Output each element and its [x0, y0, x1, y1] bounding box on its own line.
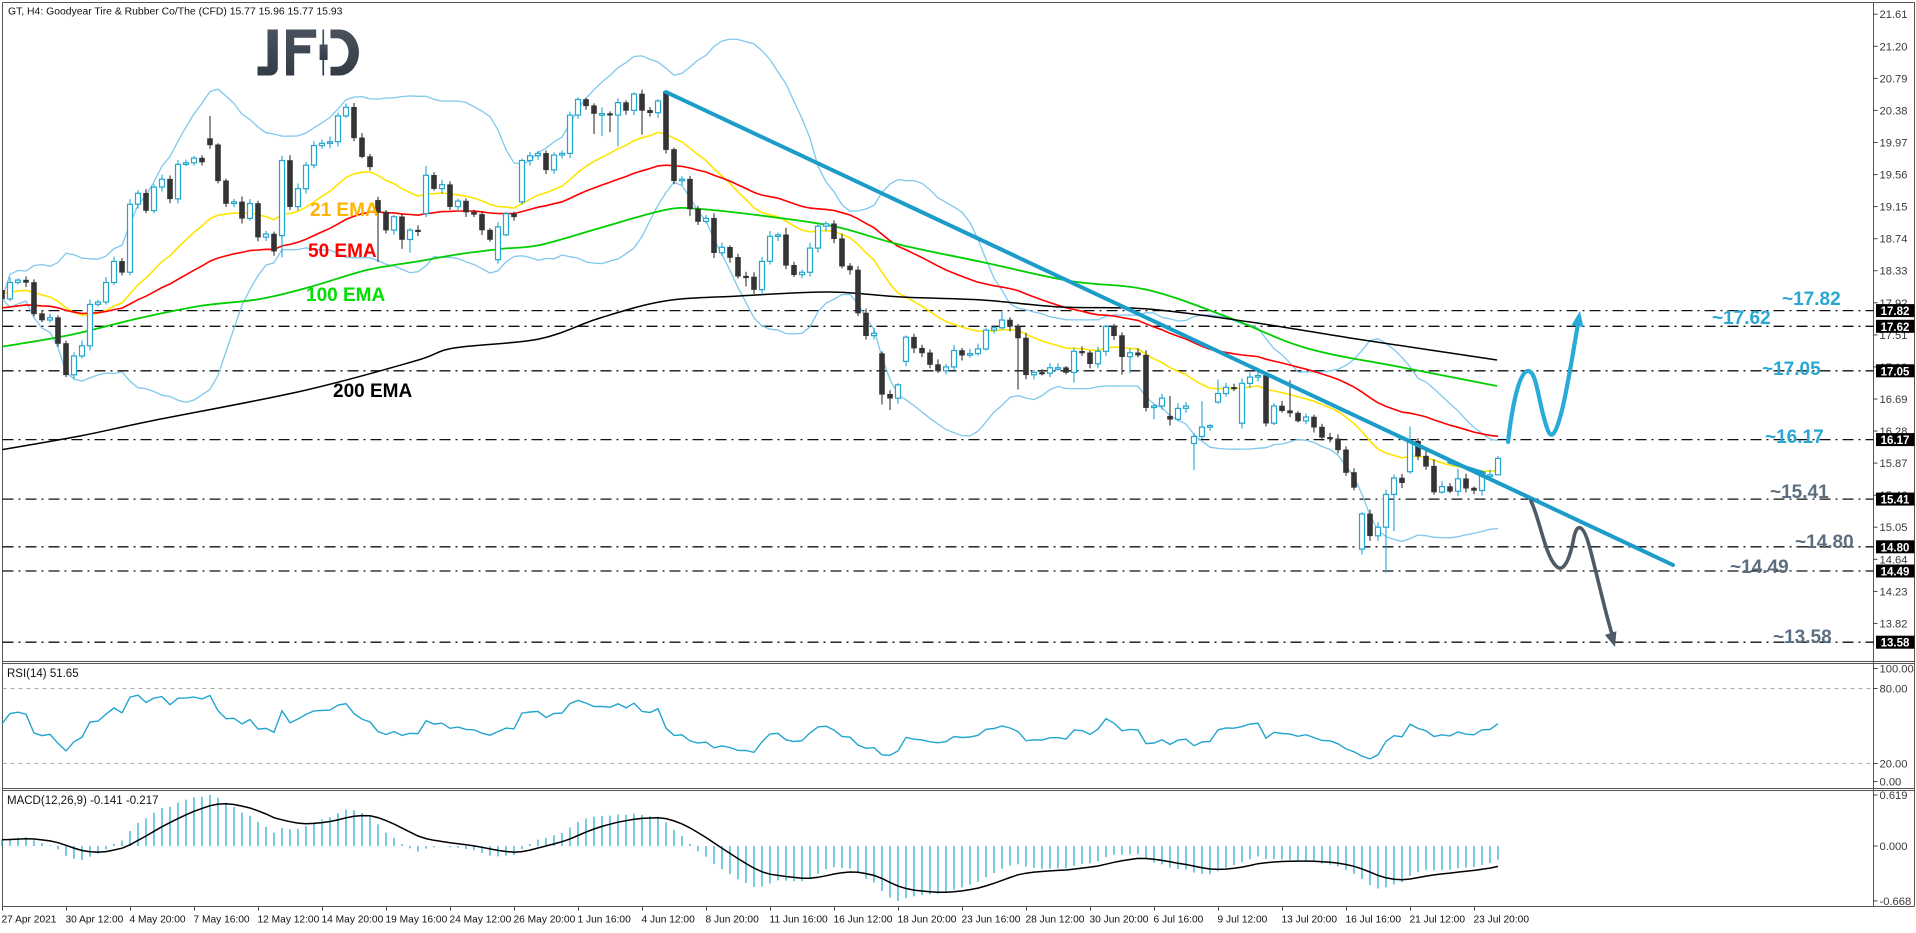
svg-text:13.82: 13.82 [1880, 618, 1908, 630]
svg-text:7 May 16:00: 7 May 16:00 [194, 915, 250, 926]
svg-text:14.23: 14.23 [1880, 586, 1908, 598]
svg-text:26 May 20:00: 26 May 20:00 [514, 915, 576, 926]
svg-text:13.58: 13.58 [1881, 638, 1910, 650]
svg-text:23 Jul 20:00: 23 Jul 20:00 [1474, 915, 1530, 926]
svg-text:16 Jul 16:00: 16 Jul 16:00 [1346, 915, 1402, 926]
svg-text:21.20: 21.20 [1880, 41, 1908, 53]
svg-text:18.74: 18.74 [1880, 234, 1908, 246]
svg-text:20.79: 20.79 [1880, 73, 1908, 85]
svg-text:16 Jun 12:00: 16 Jun 12:00 [834, 915, 893, 926]
svg-text:80.00: 80.00 [1880, 684, 1908, 696]
svg-text:30 Jun 20:00: 30 Jun 20:00 [1090, 915, 1149, 926]
svg-text:~17.82: ~17.82 [1782, 289, 1841, 310]
svg-text:14.49: 14.49 [1881, 567, 1910, 579]
svg-text:27 Apr 2021: 27 Apr 2021 [2, 915, 57, 926]
svg-text:16.69: 16.69 [1880, 394, 1908, 406]
svg-text:4 May 20:00: 4 May 20:00 [130, 915, 186, 926]
svg-text:6 Jul 16:00: 6 Jul 16:00 [1154, 915, 1204, 926]
svg-text:14 May 20:00: 14 May 20:00 [322, 915, 384, 926]
svg-text:0.00: 0.00 [1880, 777, 1902, 789]
svg-text:15.41: 15.41 [1881, 495, 1910, 507]
svg-text:21 Jul 12:00: 21 Jul 12:00 [1410, 915, 1466, 926]
svg-text:17.05: 17.05 [1881, 366, 1910, 378]
svg-text:~14.80: ~14.80 [1795, 532, 1854, 553]
svg-text:21 EMA: 21 EMA [310, 200, 379, 221]
svg-text:20.00: 20.00 [1880, 759, 1908, 771]
svg-text:15.05: 15.05 [1880, 522, 1908, 534]
svg-text:9 Jul 12:00: 9 Jul 12:00 [1218, 915, 1268, 926]
svg-text:21.61: 21.61 [1880, 9, 1908, 21]
svg-text:~13.58: ~13.58 [1773, 627, 1832, 648]
svg-text:~14.49: ~14.49 [1730, 557, 1789, 578]
svg-text:24 May 12:00: 24 May 12:00 [450, 915, 512, 926]
svg-text:~17.62: ~17.62 [1712, 308, 1771, 329]
svg-text:19.97: 19.97 [1880, 138, 1908, 150]
svg-text:200 EMA: 200 EMA [333, 381, 412, 402]
svg-text:0.000: 0.000 [1880, 841, 1908, 853]
svg-text:28 Jun 12:00: 28 Jun 12:00 [1026, 915, 1085, 926]
svg-text:19 May 16:00: 19 May 16:00 [386, 915, 448, 926]
svg-text:16.17: 16.17 [1881, 435, 1910, 447]
svg-text:13 Jul 20:00: 13 Jul 20:00 [1282, 915, 1338, 926]
svg-text:0.619: 0.619 [1880, 790, 1908, 802]
svg-text:100 EMA: 100 EMA [306, 285, 385, 306]
svg-text:~16.17: ~16.17 [1765, 427, 1824, 448]
svg-text:17.62: 17.62 [1881, 322, 1910, 334]
svg-text:-0.668: -0.668 [1880, 896, 1912, 908]
svg-text:12 May 12:00: 12 May 12:00 [258, 915, 320, 926]
svg-text:1 Jun 16:00: 1 Jun 16:00 [578, 915, 632, 926]
svg-text:30 Apr 12:00: 30 Apr 12:00 [66, 915, 124, 926]
svg-text:18 Jun 20:00: 18 Jun 20:00 [898, 915, 957, 926]
svg-text:50 EMA: 50 EMA [308, 241, 377, 262]
svg-text:14.64: 14.64 [1880, 554, 1908, 566]
svg-text:17.82: 17.82 [1881, 306, 1910, 318]
svg-text:4 Jun 12:00: 4 Jun 12:00 [642, 915, 696, 926]
svg-text:19.15: 19.15 [1880, 202, 1908, 214]
svg-text:~17.05: ~17.05 [1762, 359, 1821, 380]
svg-text:19.56: 19.56 [1880, 170, 1908, 182]
svg-text:18.33: 18.33 [1880, 266, 1908, 278]
svg-text:RSI(14) 51.65: RSI(14) 51.65 [7, 668, 79, 680]
svg-text:MACD(12,26,9) -0.141 -0.217: MACD(12,26,9) -0.141 -0.217 [7, 795, 159, 807]
svg-text:14.80: 14.80 [1881, 542, 1910, 554]
svg-text:100.00: 100.00 [1880, 664, 1914, 676]
svg-text:11 Jun 16:00: 11 Jun 16:00 [770, 915, 828, 926]
svg-text:8 Jun 20:00: 8 Jun 20:00 [706, 915, 760, 926]
svg-text:~15.41: ~15.41 [1770, 482, 1829, 503]
svg-text:15.87: 15.87 [1880, 458, 1908, 470]
svg-text:17.51: 17.51 [1880, 330, 1908, 342]
svg-text:20.38: 20.38 [1880, 105, 1908, 117]
svg-text:GT, H4: Goodyear Tire & Rubbe: GT, H4: Goodyear Tire & Rubber Co/The (C… [8, 7, 343, 18]
svg-text:23 Jun 16:00: 23 Jun 16:00 [962, 915, 1021, 926]
